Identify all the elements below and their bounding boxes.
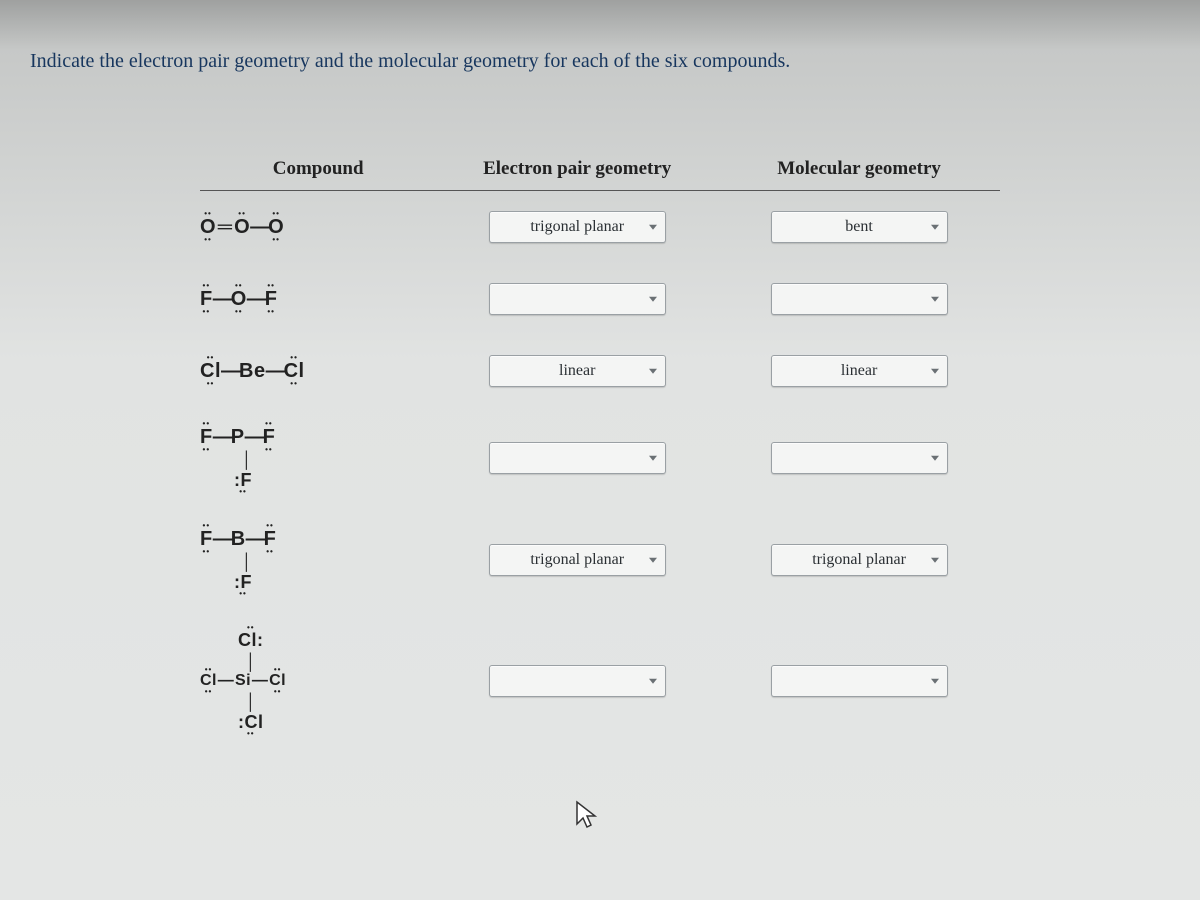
- table-row: F—B—F │ F trigonal planar: [200, 509, 1000, 611]
- chevron-down-icon: [931, 456, 939, 461]
- geometry-table: Compound Electron pair geometry Molecula…: [200, 148, 1000, 751]
- mg-select-3[interactable]: linear: [771, 355, 948, 387]
- epg-value-5: trigonal planar: [530, 551, 624, 569]
- mg-select-1[interactable]: bent: [771, 211, 948, 243]
- compound-pf3: F—P—F │ F: [200, 407, 436, 509]
- chevron-down-icon: [931, 225, 939, 230]
- compound-sicl4: Cl │ Cl—Si—Cl │ Cl: [200, 611, 436, 751]
- chevron-down-icon: [649, 369, 657, 374]
- compound-of2: F—O—F: [200, 263, 436, 335]
- mg-value-1: bent: [845, 218, 873, 236]
- geometry-table-wrap: Compound Electron pair geometry Molecula…: [200, 148, 1000, 751]
- chevron-down-icon: [931, 558, 939, 563]
- mg-select-4[interactable]: [771, 442, 948, 474]
- chevron-down-icon: [931, 679, 939, 684]
- chevron-down-icon: [931, 369, 939, 374]
- compound-ozone: O═O—O: [200, 191, 436, 264]
- compound-bf3: F—B—F │ F: [200, 509, 436, 611]
- header-mg: Molecular geometry: [718, 148, 1000, 191]
- instruction-text: Indicate the electron pair geometry and …: [30, 50, 1170, 73]
- table-row: O═O—O trigonal planar bent: [200, 191, 1000, 264]
- epg-select-6[interactable]: [489, 665, 666, 697]
- mg-select-5[interactable]: trigonal planar: [771, 544, 948, 576]
- epg-select-5[interactable]: trigonal planar: [489, 544, 666, 576]
- chevron-down-icon: [649, 456, 657, 461]
- epg-select-4[interactable]: [489, 442, 666, 474]
- header-epg: Electron pair geometry: [436, 148, 718, 191]
- chevron-down-icon: [649, 679, 657, 684]
- chevron-down-icon: [649, 225, 657, 230]
- epg-value-1: trigonal planar: [530, 218, 624, 236]
- epg-select-1[interactable]: trigonal planar: [489, 211, 666, 243]
- epg-value-3: linear: [559, 362, 595, 380]
- mg-select-2[interactable]: [771, 283, 948, 315]
- chevron-down-icon: [931, 297, 939, 302]
- quiz-screen: Indicate the electron pair geometry and …: [0, 0, 1200, 900]
- mg-value-3: linear: [841, 362, 877, 380]
- cursor-icon: [575, 800, 597, 830]
- chevron-down-icon: [649, 297, 657, 302]
- epg-select-3[interactable]: linear: [489, 355, 666, 387]
- chevron-down-icon: [649, 558, 657, 563]
- table-row: F—P—F │ F: [200, 407, 1000, 509]
- table-row: Cl │ Cl—Si—Cl │ Cl: [200, 611, 1000, 751]
- mg-select-6[interactable]: [771, 665, 948, 697]
- compound-becl2: Cl—Be—Cl: [200, 335, 436, 407]
- epg-select-2[interactable]: [489, 283, 666, 315]
- table-row: F—O—F: [200, 263, 1000, 335]
- mg-value-5: trigonal planar: [812, 551, 906, 569]
- header-compound: Compound: [200, 148, 436, 191]
- table-row: Cl—Be—Cl linear linear: [200, 335, 1000, 407]
